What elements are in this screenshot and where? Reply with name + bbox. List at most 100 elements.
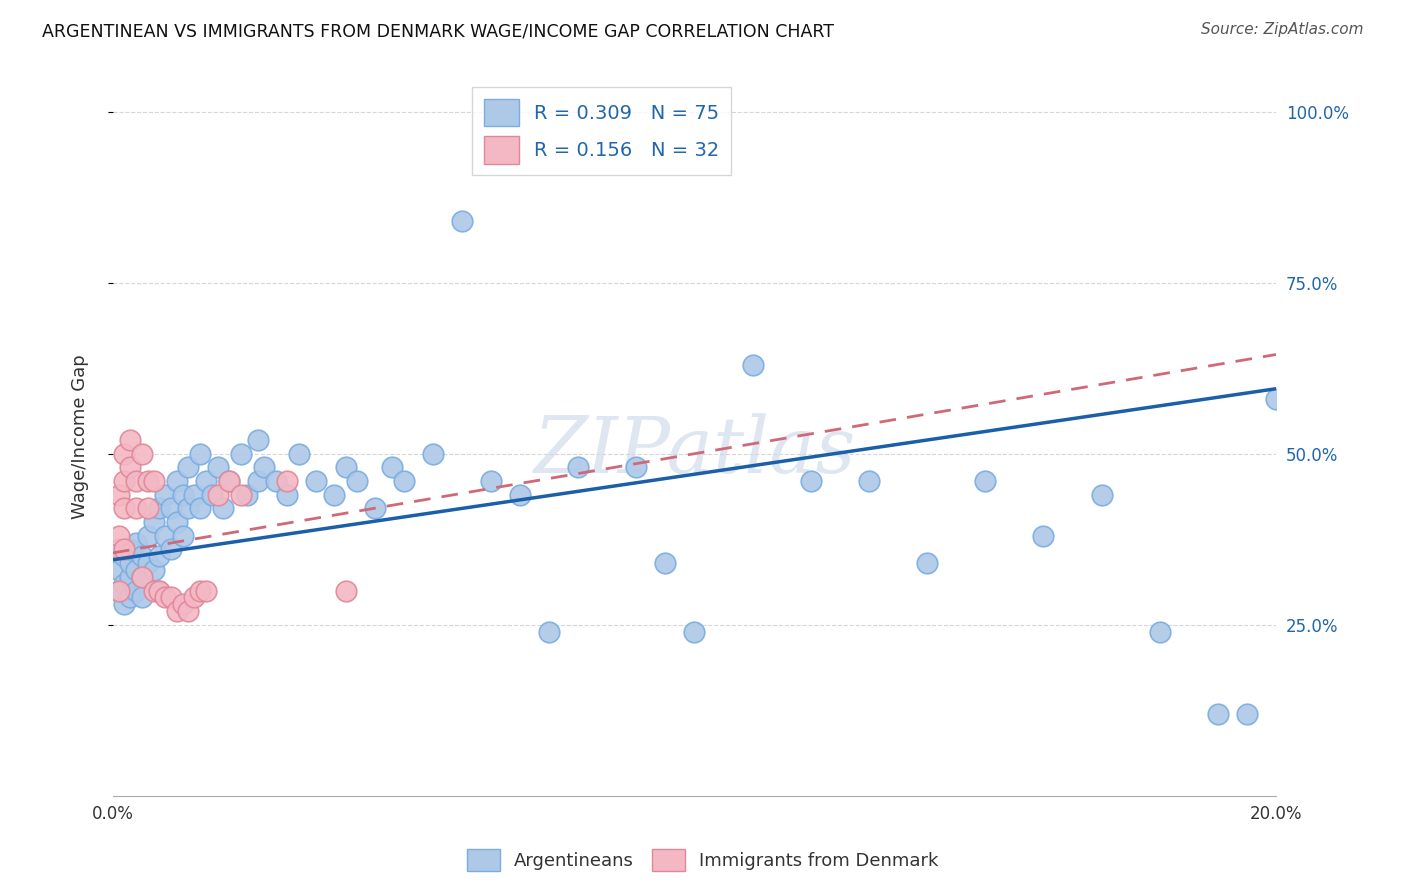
Point [858, 474, 880, 488]
Point [188, 501, 211, 516]
Point [1032, 529, 1054, 543]
Point [166, 604, 188, 618]
Point [201, 488, 224, 502]
Point [142, 563, 165, 577]
Point [160, 542, 183, 557]
Point [172, 488, 194, 502]
Point [626, 460, 648, 475]
Point [188, 583, 211, 598]
Point [218, 474, 240, 488]
Point [194, 583, 217, 598]
Point [136, 529, 159, 543]
Point [107, 563, 129, 577]
Point [392, 474, 415, 488]
Point [974, 474, 997, 488]
Point [148, 583, 170, 598]
Point [479, 474, 502, 488]
Point [188, 447, 211, 461]
Point [172, 597, 194, 611]
Point [142, 474, 165, 488]
Point [148, 549, 170, 564]
Point [381, 460, 404, 475]
Point [153, 488, 176, 502]
Point [335, 460, 357, 475]
Point [166, 515, 188, 529]
Point [148, 501, 170, 516]
Point [114, 501, 136, 516]
Point [114, 474, 136, 488]
Point [194, 474, 217, 488]
Y-axis label: Wage/Income Gap: Wage/Income Gap [72, 354, 89, 519]
Point [305, 474, 328, 488]
Point [322, 488, 344, 502]
Point [120, 556, 142, 570]
Point [229, 447, 252, 461]
Point [253, 460, 276, 475]
Point [177, 604, 200, 618]
Point [212, 501, 235, 516]
Point [136, 474, 159, 488]
Point [800, 474, 823, 488]
Point [107, 583, 129, 598]
Point [114, 549, 136, 564]
Point [247, 433, 270, 447]
Point [153, 591, 176, 605]
Point [915, 556, 938, 570]
Point [125, 501, 148, 516]
Point [1149, 624, 1171, 639]
Point [335, 583, 357, 598]
Point [107, 488, 129, 502]
Point [177, 501, 200, 516]
Point [160, 501, 183, 516]
Point [136, 501, 159, 516]
Point [166, 474, 188, 488]
Point [120, 591, 142, 605]
Text: ARGENTINEAN VS IMMIGRANTS FROM DENMARK WAGE/INCOME GAP CORRELATION CHART: ARGENTINEAN VS IMMIGRANTS FROM DENMARK W… [42, 22, 834, 40]
Point [120, 433, 142, 447]
Point [235, 488, 257, 502]
Point [450, 214, 472, 228]
Point [1236, 706, 1258, 721]
Point [172, 529, 194, 543]
Legend: Argentineans, Immigrants from Denmark: Argentineans, Immigrants from Denmark [460, 842, 946, 879]
Point [125, 474, 148, 488]
Point [120, 460, 142, 475]
Text: ZIPatlas: ZIPatlas [533, 413, 856, 489]
Point [288, 447, 311, 461]
Point [131, 549, 153, 564]
Point [131, 591, 153, 605]
Point [183, 591, 205, 605]
Point [131, 570, 153, 584]
Point [276, 488, 298, 502]
Point [509, 488, 531, 502]
Point [346, 474, 368, 488]
Point [136, 556, 159, 570]
Point [229, 488, 252, 502]
Point [422, 447, 444, 461]
Point [131, 447, 153, 461]
Point [1091, 488, 1114, 502]
Point [120, 570, 142, 584]
Point [264, 474, 287, 488]
Point [1206, 706, 1229, 721]
Point [148, 583, 170, 598]
Point [114, 447, 136, 461]
Point [114, 597, 136, 611]
Point [142, 583, 165, 598]
Point [107, 542, 129, 557]
Point [538, 624, 561, 639]
Point [107, 529, 129, 543]
Point [683, 624, 706, 639]
Text: Source: ZipAtlas.com: Source: ZipAtlas.com [1201, 22, 1364, 37]
Point [567, 460, 589, 475]
Point [207, 488, 229, 502]
Point [125, 583, 148, 598]
Point [276, 474, 298, 488]
Point [218, 474, 240, 488]
Point [741, 358, 763, 372]
Legend: R = 0.309   N = 75, R = 0.156   N = 32: R = 0.309 N = 75, R = 0.156 N = 32 [472, 87, 731, 175]
Point [131, 570, 153, 584]
Point [160, 591, 183, 605]
Point [107, 583, 129, 598]
Point [125, 535, 148, 549]
